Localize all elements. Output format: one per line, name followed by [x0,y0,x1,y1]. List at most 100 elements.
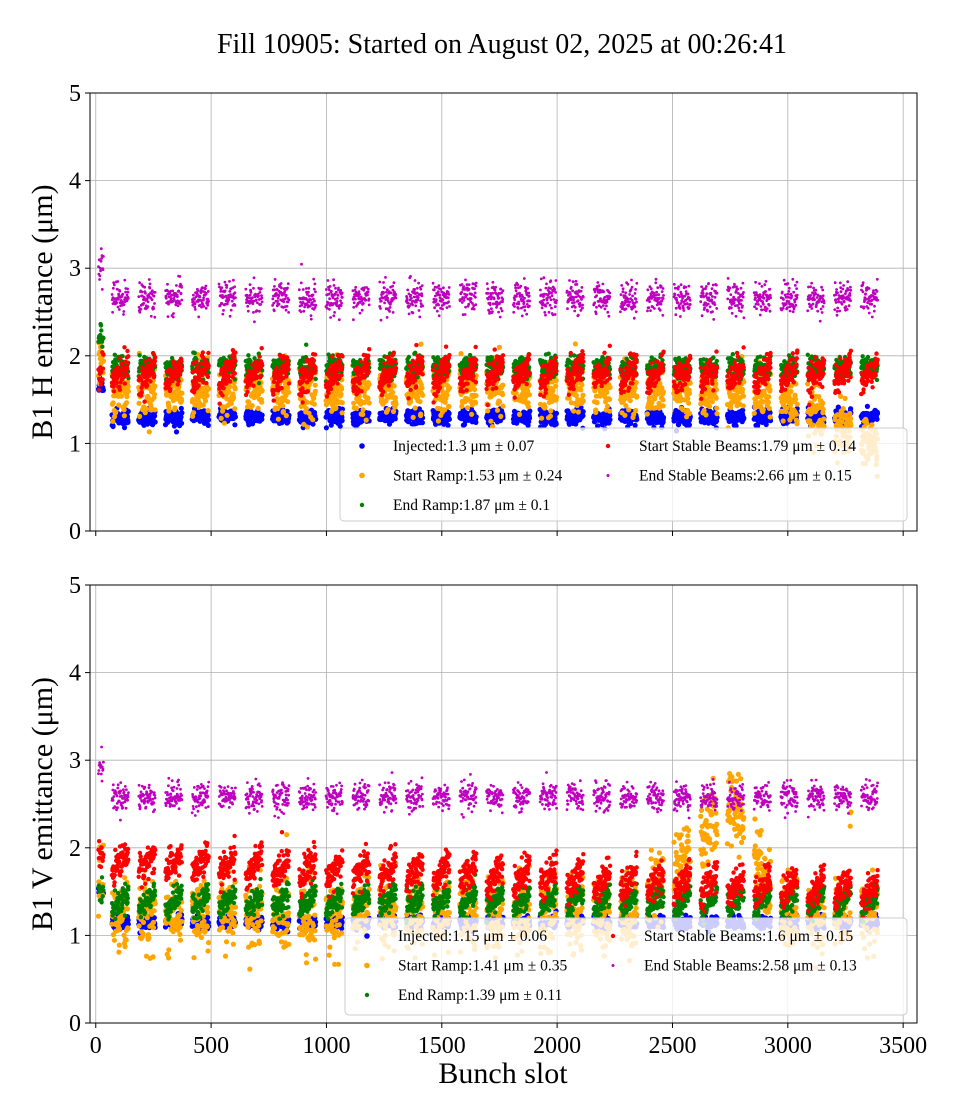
data-point [740,403,746,409]
data-point [435,418,441,424]
data-point [780,418,786,424]
data-point [579,382,585,388]
data-point [366,410,372,416]
data-point [660,397,666,403]
data-point [284,408,290,414]
data-point [224,412,230,418]
data-point [417,399,423,405]
data-point [526,392,533,398]
data-point [98,323,104,328]
data-point [864,420,870,427]
data-point [526,415,533,421]
data-point [412,405,418,411]
data-point [406,354,412,360]
data-point [546,351,551,356]
data-point [848,415,854,422]
data-point [113,409,119,415]
data-point [465,405,471,411]
data-point [604,403,611,409]
data-point [444,392,450,398]
data-point [121,425,128,431]
figure-title: Fill 10905: Started on August 02, 2025 a… [217,29,787,60]
data-point [205,422,211,428]
data-point [821,416,827,422]
data-point [709,399,715,405]
data-point [469,411,475,417]
data-point [304,399,310,405]
data-point [124,394,130,400]
data-point [687,410,693,417]
data-point [580,398,586,404]
data-point [714,405,720,411]
data-point [766,405,773,411]
data-point [473,414,479,420]
data-point [632,385,638,391]
data-point [206,386,212,392]
data-point [706,403,713,409]
data-point [446,385,453,391]
data-point [121,413,127,419]
data-point [767,387,773,393]
data-point [166,405,172,412]
data-point [339,400,345,406]
data-point [232,406,238,412]
data-point [191,410,197,416]
data-point [110,418,116,424]
data-point [100,344,105,349]
data-point [256,380,262,386]
data-point [685,395,691,402]
data-point [286,389,292,395]
data-point [578,387,584,393]
data-point [788,388,794,395]
data-point [152,407,158,413]
y-tick-label: 3 [69,256,81,282]
data-point [205,408,211,414]
data-point [280,403,286,409]
data-point [553,421,559,427]
data-point [351,400,357,406]
data-point [485,408,491,414]
data-point [594,400,600,406]
data-point [848,422,854,428]
data-point [606,396,613,402]
data-point [366,400,372,406]
data-point [840,406,846,412]
y-axis-label: B1 H emittance (μm) [26,184,59,439]
data-point [179,390,185,396]
data-point [686,400,692,406]
data-point [488,418,494,424]
data-point [259,387,265,393]
data-point [337,423,343,429]
data-point [458,351,464,357]
data-point [246,353,251,358]
data-point [525,404,531,410]
data-point [152,413,158,419]
data-point [121,407,127,413]
data-point [333,405,339,411]
data-point [206,417,212,423]
data-point [869,422,875,428]
data-point [418,411,424,417]
data-point [259,416,265,422]
data-point [339,410,345,416]
data-point [442,407,448,413]
data-point [385,407,391,413]
data-point [124,400,130,406]
data-point [392,416,398,422]
data-point [304,424,310,430]
data-point [360,407,366,413]
data-point [360,411,366,417]
data-point [499,392,506,398]
data-point [793,411,799,417]
data-point [580,409,586,415]
data-point [794,421,800,427]
data-point [418,341,424,347]
data-point [571,408,577,414]
data-point [820,400,826,406]
y-tick-label: 5 [69,81,81,107]
data-point [125,419,131,425]
data-point [306,420,312,426]
data-point [179,410,185,416]
data-point [730,352,735,357]
data-point [473,400,479,406]
